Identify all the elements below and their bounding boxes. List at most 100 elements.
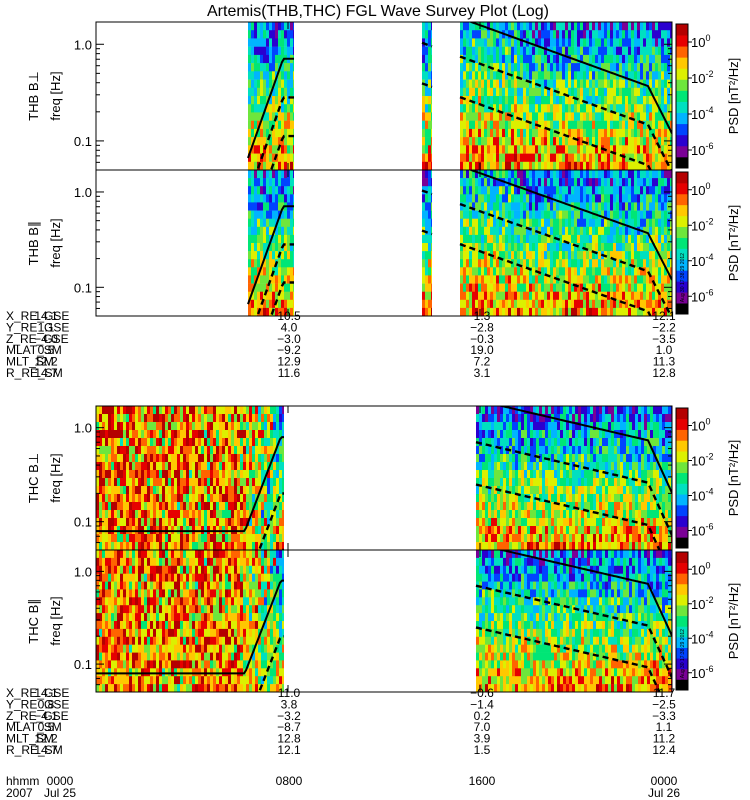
spectrogram-cell bbox=[523, 120, 526, 130]
spectrogram-cell bbox=[541, 307, 544, 316]
spectrogram-cell bbox=[538, 87, 541, 97]
spectrogram-cell bbox=[494, 454, 497, 463]
spectrogram-cell bbox=[634, 307, 637, 316]
spectrogram-cell bbox=[201, 454, 204, 463]
spectrogram-cell bbox=[255, 486, 258, 495]
spectrogram-cell bbox=[553, 283, 556, 292]
spectrogram-cell bbox=[263, 226, 266, 236]
spectrogram-cell bbox=[494, 510, 497, 519]
spectrogram-cell bbox=[604, 128, 607, 138]
spectrogram-cell bbox=[517, 202, 520, 211]
spectrogram-cell bbox=[481, 178, 484, 187]
spectrogram-cell bbox=[293, 267, 294, 276]
spectrogram-cell bbox=[273, 518, 276, 527]
spectrogram-cell bbox=[243, 462, 246, 471]
spectrogram-cell bbox=[275, 234, 278, 244]
spectrogram-cell bbox=[460, 104, 463, 113]
spectrogram-cell bbox=[556, 63, 559, 72]
spectrogram-cell bbox=[279, 486, 282, 495]
spectrogram-cell bbox=[290, 283, 293, 292]
spectrogram-cell bbox=[275, 202, 278, 211]
spectrogram-cell bbox=[243, 494, 246, 503]
spectrogram-cell bbox=[565, 54, 568, 64]
spectrogram-cell bbox=[126, 542, 129, 550]
spectrogram-cell bbox=[532, 54, 535, 64]
spectrogram-cell bbox=[168, 454, 171, 463]
spectrogram-cell bbox=[484, 104, 487, 113]
spectrogram-cell bbox=[469, 71, 472, 80]
spectrogram-cell bbox=[616, 87, 619, 97]
spectrogram-cell bbox=[502, 202, 505, 211]
spectrogram-cell bbox=[568, 30, 571, 39]
spectrogram-cell bbox=[147, 430, 150, 439]
spectrogram-cell bbox=[538, 194, 541, 203]
spectrogram-cell bbox=[114, 414, 117, 423]
spectrogram-cell bbox=[598, 194, 601, 203]
spectrogram-cell bbox=[263, 22, 266, 31]
spectrogram-cell bbox=[481, 145, 484, 154]
spectrogram-cell bbox=[559, 79, 562, 89]
spectrogram-cell bbox=[526, 299, 529, 309]
spectrogram-cell bbox=[655, 275, 658, 284]
spectrogram-cell bbox=[293, 234, 294, 244]
spectrogram-cell bbox=[263, 128, 266, 138]
spectrogram-cell bbox=[589, 30, 592, 39]
spectrogram-cell bbox=[263, 46, 266, 56]
spectrogram-cell bbox=[499, 54, 502, 64]
spectrogram-cell bbox=[270, 502, 273, 511]
spectrogram-cell bbox=[123, 478, 126, 487]
spectrogram-cell bbox=[281, 87, 284, 97]
spectrogram-cell bbox=[640, 153, 643, 163]
spectrogram-cell bbox=[509, 462, 512, 471]
spectrogram-cell bbox=[284, 259, 287, 268]
spectrogram-cell bbox=[562, 210, 565, 219]
spectrogram-cell bbox=[120, 494, 123, 503]
spectrogram-cell bbox=[469, 170, 472, 179]
spectrogram-cell bbox=[237, 414, 240, 423]
colorbar-tick-label: 100 bbox=[691, 33, 710, 50]
colorbar-tick-label: 10-6 bbox=[691, 287, 713, 304]
spectrogram-cell bbox=[604, 120, 607, 130]
spectrogram-cell bbox=[556, 30, 559, 39]
spectrogram-cell bbox=[249, 430, 252, 439]
spectrogram-cell bbox=[165, 534, 168, 543]
spectrogram-cell bbox=[539, 510, 542, 519]
spectrogram-cell bbox=[251, 54, 254, 64]
spectrogram-cell bbox=[255, 526, 258, 535]
spectrogram-cell bbox=[287, 30, 290, 39]
spectrogram-cell bbox=[508, 170, 511, 179]
spectrogram-cell bbox=[278, 161, 281, 170]
spectrogram-cell bbox=[276, 534, 279, 543]
spectrogram-cell bbox=[260, 267, 263, 276]
spectrogram-cell bbox=[631, 218, 634, 228]
spectrogram-cell bbox=[616, 267, 619, 276]
spectrogram-cell bbox=[460, 194, 463, 203]
spectrogram-cell bbox=[183, 422, 186, 431]
spectrogram-cell bbox=[541, 22, 544, 31]
spectrogram-cell bbox=[487, 291, 490, 301]
spectrogram-cell bbox=[466, 161, 469, 170]
spectrogram-cell bbox=[535, 153, 538, 163]
spectrogram-cell bbox=[251, 243, 254, 252]
spectrogram-cell bbox=[248, 71, 251, 80]
spectrogram-cell bbox=[508, 251, 511, 260]
spectrogram-cell bbox=[422, 63, 425, 72]
spectrogram-cell bbox=[538, 251, 541, 260]
spectrogram-cell bbox=[532, 186, 535, 195]
spectrogram-cell bbox=[533, 406, 536, 415]
spectrogram-cell bbox=[428, 46, 431, 56]
spectrogram-cell bbox=[425, 218, 428, 228]
spectrogram-cell bbox=[254, 96, 257, 105]
spectrogram-cell bbox=[521, 526, 524, 535]
spectrogram-cell bbox=[658, 210, 661, 219]
spectrogram-cell bbox=[565, 22, 568, 31]
spectrogram-cell bbox=[530, 414, 533, 423]
ephemeris-value: −9.2 bbox=[277, 343, 301, 357]
spectrogram-cell bbox=[535, 63, 538, 72]
spectrogram-cell bbox=[574, 226, 577, 236]
spectrogram-cell bbox=[512, 534, 515, 543]
spectrogram-cell bbox=[237, 486, 240, 495]
spectrogram-cell bbox=[422, 234, 425, 244]
spectrogram-cell bbox=[156, 486, 159, 495]
spectrogram-cell bbox=[670, 30, 672, 39]
